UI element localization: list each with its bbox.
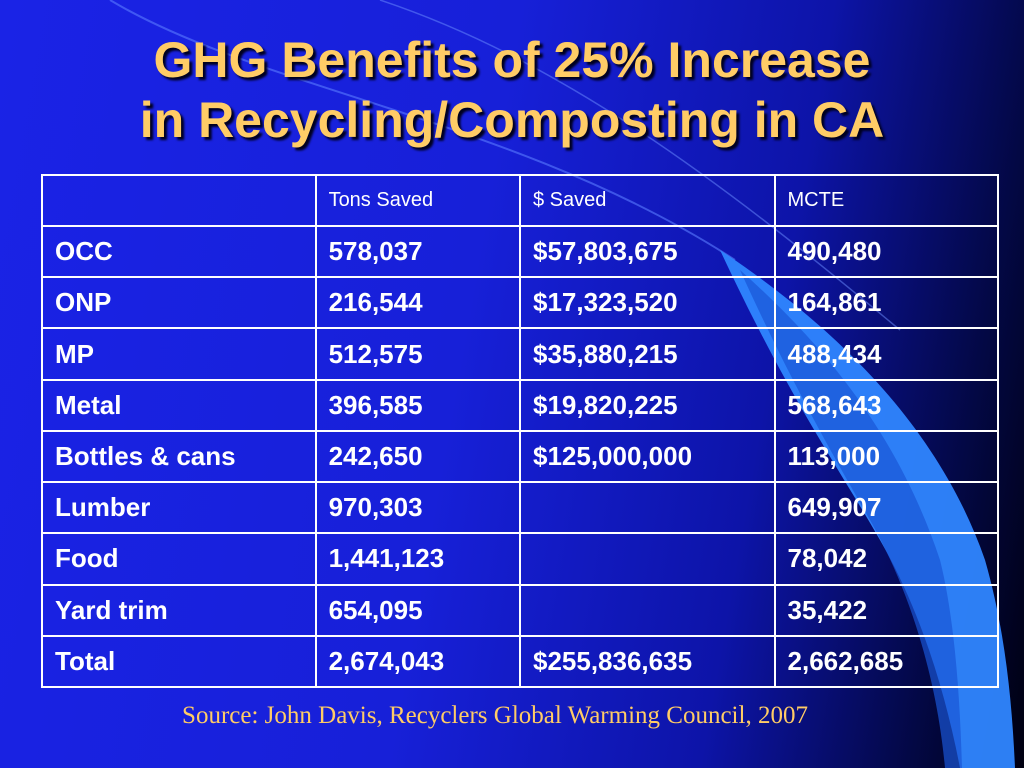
header-cell-dollars-saved: $ Saved (518, 174, 776, 227)
header-cell-blank (41, 174, 317, 227)
table-row: OCC 578,037 $57,803,675 490,480 (41, 224, 1000, 279)
cell-mcte: 488,434 (773, 327, 1000, 381)
row-label: Metal (41, 378, 317, 432)
table-row: Yard trim 654,095 35,422 (41, 583, 1000, 637)
row-label: Bottles & cans (41, 429, 317, 484)
cell-tons-saved: 578,037 (314, 224, 521, 279)
title-line-2: in Recycling/Composting in CA (139, 92, 885, 148)
slide-title: GHG Benefits of 25% Increase in Recyclin… (0, 30, 1024, 150)
cell-mcte: 2,662,685 (773, 634, 1000, 689)
row-label: ONP (41, 276, 317, 330)
cell-dollars-saved: $255,836,635 (518, 634, 776, 689)
cell-tons-saved: 242,650 (314, 429, 521, 484)
source-citation: Source: John Davis, Recyclers Global War… (182, 702, 808, 729)
row-label: OCC (41, 224, 317, 279)
cell-dollars-saved (518, 583, 776, 637)
title-line-1: GHG Benefits of 25% Increase (153, 32, 871, 88)
row-label: Yard trim (41, 583, 317, 637)
cell-tons-saved: 512,575 (314, 327, 521, 381)
cell-tons-saved: 216,544 (314, 276, 521, 330)
cell-mcte: 568,643 (773, 378, 1000, 432)
cell-mcte: 164,861 (773, 276, 1000, 330)
cell-mcte: 113,000 (773, 429, 1000, 484)
header-cell-tons-saved: Tons Saved (314, 174, 521, 227)
cell-dollars-saved (518, 481, 776, 535)
table-row-total: Total 2,674,043 $255,836,635 2,662,685 (41, 634, 1000, 689)
table-row: ONP 216,544 $17,323,520 164,861 (41, 276, 1000, 330)
ghg-benefits-table: Tons Saved $ Saved MCTE OCC 578,037 $57,… (41, 174, 1000, 689)
cell-mcte: 490,480 (773, 224, 1000, 279)
row-label: Lumber (41, 481, 317, 535)
cell-dollars-saved: $35,880,215 (518, 327, 776, 381)
cell-mcte: 649,907 (773, 481, 1000, 535)
cell-dollars-saved (518, 532, 776, 586)
cell-dollars-saved: $17,323,520 (518, 276, 776, 330)
table-row: MP 512,575 $35,880,215 488,434 (41, 327, 1000, 381)
row-label: Total (41, 634, 317, 689)
cell-tons-saved: 396,585 (314, 378, 521, 432)
table-row: Bottles & cans 242,650 $125,000,000 113,… (41, 429, 1000, 484)
cell-dollars-saved: $19,820,225 (518, 378, 776, 432)
table-row: Food 1,441,123 78,042 (41, 532, 1000, 586)
row-label: MP (41, 327, 317, 381)
cell-tons-saved: 970,303 (314, 481, 521, 535)
cell-tons-saved: 1,441,123 (314, 532, 521, 586)
cell-tons-saved: 654,095 (314, 583, 521, 637)
table-header-row: Tons Saved $ Saved MCTE (41, 174, 1000, 227)
cell-tons-saved: 2,674,043 (314, 634, 521, 689)
table-row: Lumber 970,303 649,907 (41, 481, 1000, 535)
cell-mcte: 78,042 (773, 532, 1000, 586)
cell-mcte: 35,422 (773, 583, 1000, 637)
cell-dollars-saved: $57,803,675 (518, 224, 776, 279)
header-cell-mcte: MCTE (773, 174, 1000, 227)
cell-dollars-saved: $125,000,000 (518, 429, 776, 484)
table-row: Metal 396,585 $19,820,225 568,643 (41, 378, 1000, 432)
row-label: Food (41, 532, 317, 586)
